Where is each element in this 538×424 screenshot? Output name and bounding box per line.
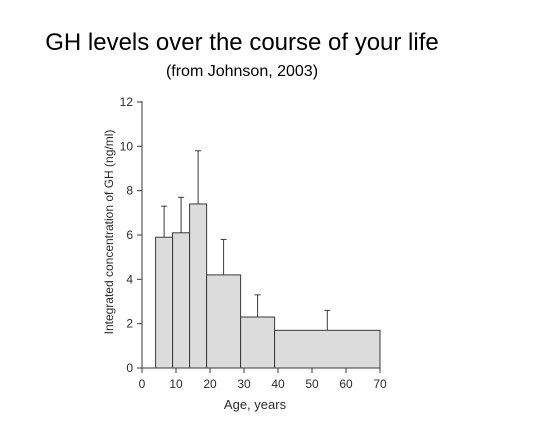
bar-0 — [155, 236, 174, 369]
chart-title: GH levels over the course of your life — [45, 29, 439, 56]
x-tick-label-0: 0 — [139, 377, 146, 391]
x-axis-label: Age, years — [223, 397, 287, 412]
bar-2 — [189, 203, 208, 369]
x-tick-label-50: 50 — [305, 377, 319, 391]
x-tick-label-70: 70 — [373, 377, 387, 391]
bar-4 — [240, 316, 276, 369]
y-tick-label-2: 2 — [126, 317, 133, 331]
y-tick-label-8: 8 — [126, 184, 133, 198]
x-tick-label-20: 20 — [203, 377, 217, 391]
y-tick-label-4: 4 — [126, 272, 133, 286]
bar-5 — [274, 329, 381, 369]
x-tick-label-60: 60 — [339, 377, 353, 391]
x-tick-label-40: 40 — [271, 377, 285, 391]
x-tick-label-10: 10 — [169, 377, 183, 391]
y-tick-label-0: 0 — [126, 361, 133, 375]
bar-1 — [172, 232, 191, 369]
x-tick-label-30: 30 — [237, 377, 251, 391]
y-tick-label-6: 6 — [126, 228, 133, 242]
y-tick-label-10: 10 — [120, 139, 134, 153]
bar-3 — [206, 274, 242, 369]
y-axis-label: Integrated concentration of GH (ng/ml) — [102, 129, 116, 335]
chart-subtitle: (from Johnson, 2003) — [165, 63, 319, 80]
y-tick-label-12: 12 — [120, 95, 134, 109]
